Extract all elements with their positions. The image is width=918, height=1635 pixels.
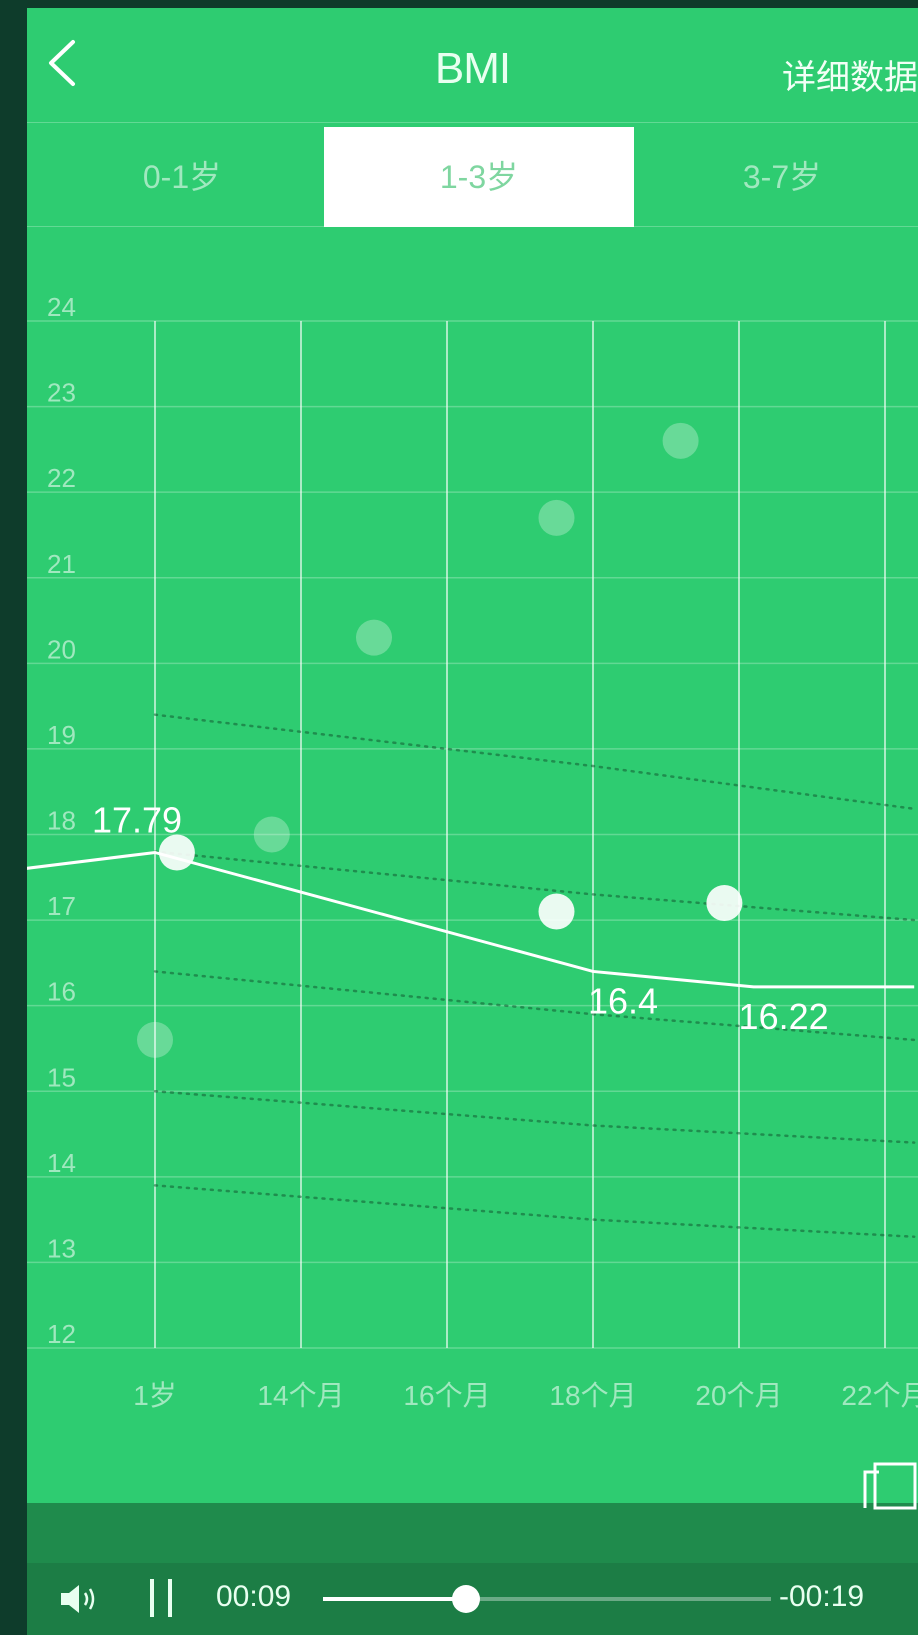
detail-data-button[interactable]: 详细数据 <box>782 59 918 97</box>
divider <box>27 122 918 123</box>
reference-curve <box>153 1090 916 1144</box>
x-tick-label: 14个月 <box>257 1380 344 1411</box>
y-tick-label: 18 <box>47 806 76 836</box>
player-bar: 00:09 -00:19 <box>27 1563 918 1635</box>
y-tick-label: 12 <box>47 1319 76 1349</box>
reference-curve <box>153 850 916 922</box>
back-button[interactable] <box>43 38 83 88</box>
y-tick-label: 23 <box>47 378 76 408</box>
tab-3-7[interactable]: 3-7岁 <box>742 159 822 195</box>
data-point-marker <box>706 884 743 921</box>
bmi-chart: 24 23 22 21 20 19 18 17 16 15 14 13 12 1岁 14个月 16个月 18个月… <box>27 292 918 1411</box>
y-tick-label: 22 <box>47 463 76 493</box>
app-screen: 24 23 22 21 20 19 18 17 16 15 14 13 12 1岁 14个月 16个月 18个月… <box>27 8 918 1635</box>
data-label: 16.22 <box>739 996 829 1037</box>
x-tick-label: 20个月 <box>695 1380 782 1411</box>
pause-bar <box>168 1579 172 1617</box>
faint-marker <box>538 499 575 536</box>
faint-marker <box>356 619 392 656</box>
tab-1-3[interactable]: 1-3岁 <box>324 127 634 227</box>
tab-0-1[interactable]: 0-1岁 <box>142 159 222 195</box>
fullscreen-icon[interactable] <box>857 1458 917 1518</box>
reference-curve <box>153 713 916 811</box>
data-point-marker <box>158 834 195 871</box>
current-time: 00:09 <box>216 1580 292 1613</box>
faint-marker <box>662 422 699 459</box>
faint-marker <box>253 816 290 853</box>
reference-curve <box>153 970 916 1042</box>
x-tick-label: 16个月 <box>403 1380 490 1411</box>
video-player-controls: 00:09 -00:19 <box>27 1462 918 1635</box>
remaining-time: -00:19 <box>779 1580 865 1613</box>
pause-bar <box>150 1579 154 1617</box>
x-tick-label: 22个月 <box>841 1380 918 1411</box>
faint-marker <box>137 1021 173 1058</box>
y-tick-label: 15 <box>47 1062 76 1092</box>
age-tabs: 0-1岁 1-3岁 3-7岁 <box>27 127 918 227</box>
reference-curve <box>153 1184 916 1238</box>
progress-fill <box>323 1597 467 1601</box>
measured-line <box>27 850 915 989</box>
y-tick-label: 19 <box>47 720 76 750</box>
y-tick-label: 14 <box>47 1148 76 1178</box>
progress-thumb[interactable] <box>452 1585 481 1613</box>
background-strip <box>0 0 27 1635</box>
data-label: 17.79 <box>92 799 182 840</box>
y-tick-label: 20 <box>47 634 76 664</box>
page-title: BMI <box>434 44 511 93</box>
x-tick-label: 1岁 <box>133 1380 177 1411</box>
volume-icon[interactable] <box>59 1581 103 1617</box>
data-label: 16.4 <box>588 980 658 1021</box>
y-tick-label: 21 <box>47 549 76 579</box>
chevron-left-icon <box>49 40 75 86</box>
y-tick-label: 17 <box>47 891 76 921</box>
data-point-marker <box>538 893 575 930</box>
top-bar: BMI 详细数据 <box>27 8 918 126</box>
y-tick-label: 13 <box>47 1233 76 1263</box>
y-tick-label: 16 <box>47 977 76 1007</box>
y-tick-label: 24 <box>47 292 76 322</box>
pause-icon[interactable] <box>148 1579 176 1617</box>
divider <box>27 226 918 227</box>
x-tick-label: 18个月 <box>549 1380 636 1411</box>
progress-slider[interactable] <box>323 1585 771 1613</box>
